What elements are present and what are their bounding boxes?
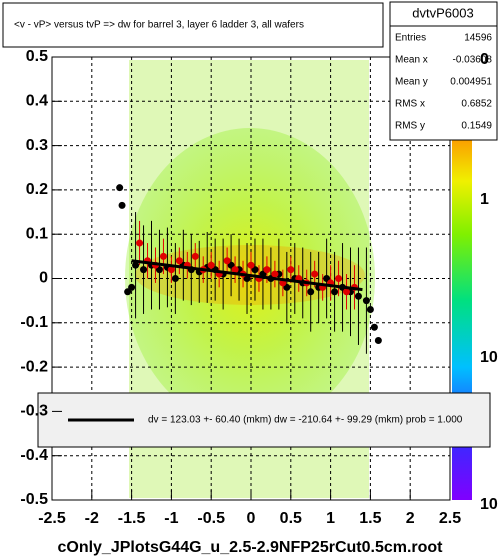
point: [118, 201, 126, 209]
legend-text: dv = 123.03 +- 60.40 (mkm) dw = -210.64 …: [148, 415, 463, 426]
x-tick-label: -2: [85, 510, 99, 527]
z-tick-label: 10: [480, 496, 498, 513]
point: [331, 288, 339, 296]
point: [311, 270, 319, 278]
x-tick-label: 0: [247, 510, 256, 527]
fit-line: [131, 259, 363, 292]
point: [191, 252, 199, 260]
y-tick-label: -0.4: [20, 447, 48, 464]
stat-label: RMS x: [395, 99, 425, 110]
y-tick-label: 0.4: [26, 93, 48, 110]
stat-value: 14596: [464, 33, 492, 44]
stat-label: Entries: [395, 33, 426, 44]
y-tick-label: -0.3: [20, 403, 48, 420]
point: [231, 266, 239, 274]
x-tick-label: -1: [164, 510, 178, 527]
point: [307, 288, 315, 296]
z-tick-label: 0: [480, 51, 489, 68]
point: [247, 261, 255, 269]
y-tick-label: -0.5: [20, 491, 48, 508]
y-tick-label: 0.1: [26, 225, 48, 242]
stat-value: 0.004951: [450, 77, 492, 88]
x-tick-label: 2.5: [439, 510, 461, 527]
y-tick-label: -0.2: [20, 358, 48, 375]
point: [223, 257, 231, 265]
x-tick-label: -0.5: [197, 510, 225, 527]
y-tick-label: -0.1: [20, 314, 48, 331]
point: [343, 288, 351, 296]
x-tick-label: 0.5: [280, 510, 302, 527]
stat-value: 0.1549: [461, 121, 492, 132]
title-box: [2, 2, 384, 48]
point: [159, 252, 167, 260]
point: [136, 239, 144, 247]
x-tick-label: -2.5: [38, 510, 66, 527]
stat-value: -0.03608: [453, 55, 493, 66]
stat-label: Mean x: [395, 55, 428, 66]
z-tick-label: 10: [480, 349, 498, 366]
point: [167, 266, 175, 274]
color-bar: [452, 57, 472, 500]
point: [207, 261, 215, 269]
point: [171, 275, 179, 282]
x-tick-label: 1: [326, 510, 335, 527]
point: [354, 292, 362, 300]
x-tick-label: 1.5: [359, 510, 381, 527]
point: [263, 266, 271, 274]
stat-label: RMS y: [395, 121, 425, 132]
stats-title: dvtvP6003: [412, 5, 473, 20]
point: [366, 306, 374, 314]
point: [335, 275, 343, 282]
point: [132, 261, 140, 269]
stat-value: 0.6852: [461, 99, 492, 110]
point: [287, 266, 295, 274]
point: [374, 337, 382, 345]
stats-box: [389, 1, 498, 141]
point: [175, 257, 183, 265]
point: [362, 297, 370, 305]
y-tick-label: 0: [39, 270, 48, 287]
stat-label: Mean y: [395, 77, 428, 88]
footer: cOnly_JPlotsG44G_u_2.5-2.9NFP25rCut0.5cm…: [57, 539, 443, 556]
y-tick-label: 0.3: [26, 137, 48, 154]
y-tick-label: 0.2: [26, 181, 48, 198]
point: [370, 323, 378, 331]
point: [128, 283, 136, 291]
point: [140, 266, 148, 274]
point: [116, 184, 124, 192]
z-tick-label: 1: [480, 191, 489, 208]
x-tick-label: -1.5: [118, 510, 146, 527]
y-tick-label: 0.5: [26, 48, 48, 65]
chart-title: <v - vP> versus tvP => dw for barrel 3, …: [14, 20, 304, 31]
point: [271, 270, 279, 278]
x-tick-label: 2: [406, 510, 415, 527]
